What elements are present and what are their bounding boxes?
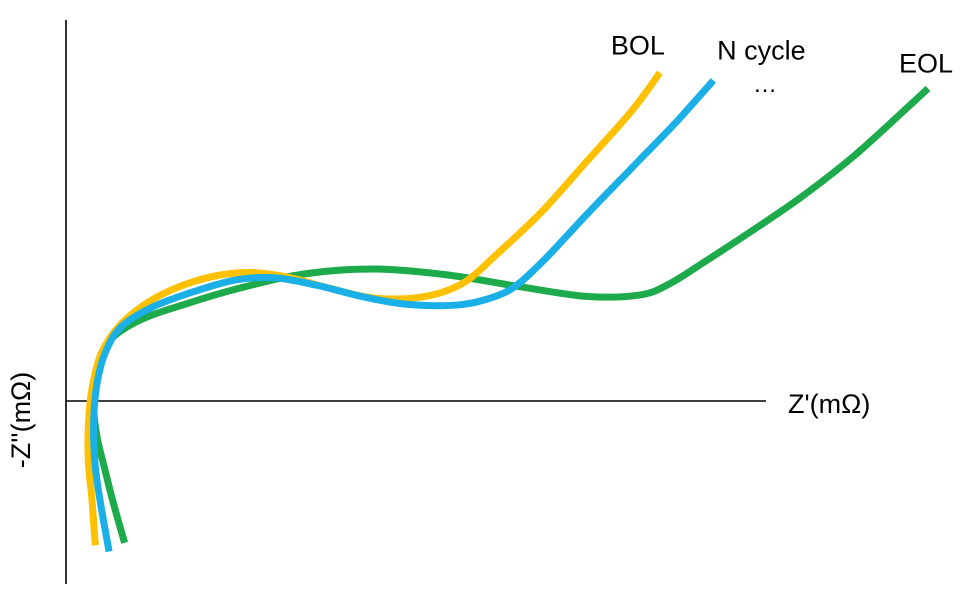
series-line-n-cycle — [90, 78, 717, 553]
series-line-bol — [84, 70, 663, 546]
series-label-eol: EOL — [899, 48, 953, 78]
axes — [65, 20, 766, 584]
series-line-eol — [89, 85, 931, 544]
label-layer: Z'(mΩ) -Z''(mΩ) … BOL N cycle EOL — [6, 31, 953, 469]
series-label-bol: BOL — [611, 31, 665, 61]
series-layer — [84, 70, 931, 553]
x-axis-label: Z'(mΩ) — [788, 389, 870, 419]
annotation-ellipsis: … — [753, 71, 777, 98]
y-axis-label: -Z''(mΩ) — [6, 372, 36, 468]
series-label-n-cycle: N cycle — [717, 35, 806, 65]
